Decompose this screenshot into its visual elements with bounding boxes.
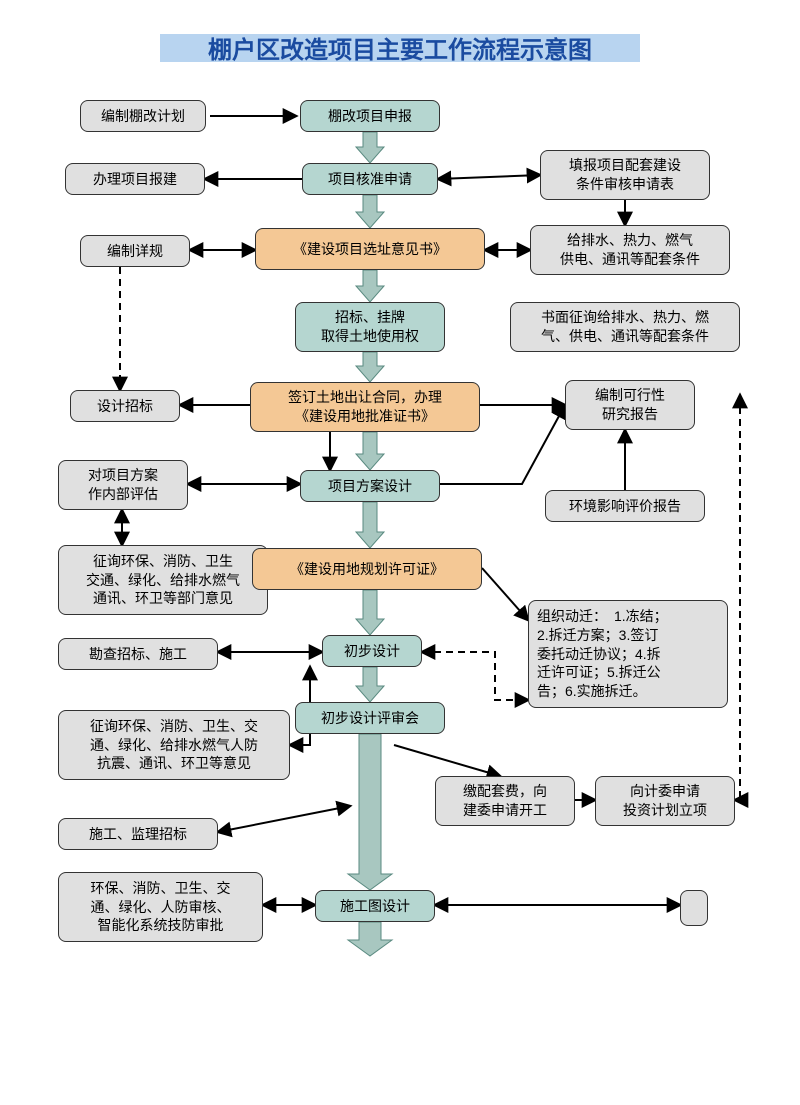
flowchart-node-n8: 给排水、热力、燃气供电、通讯等配套条件	[530, 225, 730, 275]
flowchart-node-n21: 初步设计	[322, 635, 422, 667]
flowchart-node-n4: 项目核准申请	[302, 163, 438, 195]
flowchart-node-n20: 勘查招标、施工	[58, 638, 218, 670]
flowchart-node-n27: 环保、消防、卫生、交通、绿化、人防审核、智能化系统技防审批	[58, 872, 263, 942]
flowchart-node-n9: 招标、挂牌取得土地使用权	[295, 302, 445, 352]
flowchart-node-n25: 向计委申请投资计划立项	[595, 776, 735, 826]
flowchart-node-n17: 征询环保、消防、卫生交通、绿化、给排水燃气通讯、环卫等部门意见	[58, 545, 268, 615]
flowchart-node-n29	[680, 890, 708, 926]
flowchart-node-n28: 施工图设计	[315, 890, 435, 922]
flowchart-node-n12: 签订土地出让合同，办理《建设用地批准证书》	[250, 382, 480, 432]
flowchart-node-n10: 书面征询给排水、热力、燃气、供电、通讯等配套条件	[510, 302, 740, 352]
flowchart-node-n5: 填报项目配套建设条件审核申请表	[540, 150, 710, 200]
flowchart-node-n11: 设计招标	[70, 390, 180, 422]
flowchart-node-n15: 项目方案设计	[300, 470, 440, 502]
flowchart-node-n2: 棚改项目申报	[300, 100, 440, 132]
flowchart-node-n13: 编制可行性研究报告	[565, 380, 695, 430]
flowchart-node-n3: 办理项目报建	[65, 163, 205, 195]
flowchart-node-n23: 初步设计评审会	[295, 702, 445, 734]
flowchart-node-n19: 组织动迁： 1.冻结；2.拆迁方案；3.签订委托动迁协议；4.拆迁许可证；5.拆…	[528, 600, 728, 708]
flowchart-node-n14: 对项目方案作内部评估	[58, 460, 188, 510]
flowchart-node-n6: 编制详规	[80, 235, 190, 267]
flowchart-node-n18: 《建设用地规划许可证》	[252, 548, 482, 590]
flowchart-node-n7: 《建设项目选址意见书》	[255, 228, 485, 270]
flowchart-node-n16: 环境影响评价报告	[545, 490, 705, 522]
flowchart-node-n26: 施工、监理招标	[58, 818, 218, 850]
page-title: 棚户区改造项目主要工作流程示意图	[160, 30, 640, 65]
flowchart-node-n22: 征询环保、消防、卫生、交通、绿化、给排水燃气人防抗震、通讯、环卫等意见	[58, 710, 290, 780]
flowchart-node-n24: 缴配套费，向建委申请开工	[435, 776, 575, 826]
flowchart-node-n1: 编制棚改计划	[80, 100, 206, 132]
